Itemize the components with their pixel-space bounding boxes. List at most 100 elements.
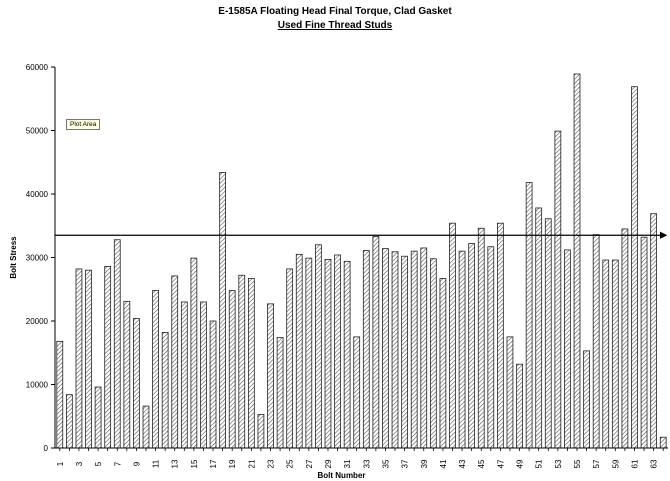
- y-tick-label: 40000: [26, 190, 49, 199]
- bar-bolt-62: [640, 236, 648, 449]
- bar-bolt-3: [75, 268, 83, 449]
- bar-bolt-43: [458, 250, 466, 449]
- bar-bolt-42: [449, 222, 456, 449]
- x-tick-label: 29: [324, 459, 333, 468]
- bar-bolt-48: [506, 336, 514, 449]
- bar-bolt-52: [544, 218, 552, 449]
- bar-bolt-20: [238, 274, 246, 449]
- bar-bolt-55: [573, 73, 581, 449]
- x-tick-label: 61: [630, 459, 639, 468]
- bar-bolt-5: [94, 386, 102, 449]
- bar-bolt-58: [602, 259, 610, 449]
- x-tick-label: 63: [650, 459, 659, 468]
- y-tick-label: 0: [44, 444, 49, 453]
- bar-bolt-37: [401, 255, 408, 449]
- bar-bolt-45: [477, 227, 485, 449]
- x-tick-label: 47: [496, 459, 505, 468]
- y-axis-title: Bolt Stress: [9, 236, 18, 279]
- x-tick-label: 13: [171, 459, 180, 468]
- bar-bolt-61: [631, 86, 638, 449]
- bar-bolt-21: [247, 278, 255, 449]
- x-tick-label: 21: [247, 459, 256, 468]
- bar-bolt-31: [343, 260, 351, 449]
- bar-bolt-33: [362, 250, 370, 449]
- x-tick-label: 5: [94, 461, 103, 466]
- bar-bolt-51: [535, 207, 543, 449]
- bar-bolt-47: [497, 222, 504, 449]
- bar-bolt-6: [104, 265, 112, 449]
- bar-bolt-46: [487, 246, 495, 449]
- bar-bolt-16: [200, 301, 207, 449]
- x-tick-label: 49: [516, 459, 525, 468]
- bar-bolt-50: [525, 182, 533, 449]
- bar-bolt-59: [611, 259, 619, 449]
- x-tick-label: 51: [535, 459, 544, 468]
- x-axis-title: Bolt Number: [318, 471, 366, 480]
- bar-bolt-28: [315, 244, 322, 449]
- plot-area-annotation: Plot Area: [66, 119, 101, 130]
- x-tick-label: 9: [132, 461, 141, 466]
- y-tick-label: 60000: [26, 63, 49, 72]
- bar-bolt-11: [152, 290, 159, 449]
- x-tick-label: 7: [113, 461, 122, 466]
- bar-bolt-26: [295, 253, 303, 449]
- bar-bolt-35: [382, 248, 389, 449]
- bar-bolt-10: [142, 405, 150, 449]
- y-tick-label: 30000: [26, 254, 49, 263]
- x-tick-label: 11: [152, 459, 161, 468]
- bar-bolt-7: [113, 239, 121, 449]
- x-tick-label: 1: [56, 461, 65, 466]
- bar-bolt-27: [305, 257, 313, 449]
- bar-bolt-44: [468, 243, 476, 449]
- bar-bolt-8: [123, 300, 131, 449]
- chart-subtitle: Used Fine Thread Studs: [277, 20, 393, 31]
- bar-bolt-12: [161, 332, 169, 449]
- bar-bolt-4: [85, 269, 92, 449]
- bar-bolt-2: [66, 394, 73, 449]
- y-tick-label: 50000: [26, 127, 49, 136]
- x-tick-label: 15: [190, 459, 199, 468]
- bar-bolt-23: [267, 303, 274, 449]
- bar-bolt-57: [592, 234, 600, 449]
- y-tick-label: 20000: [26, 317, 49, 326]
- bar-bolt-63: [650, 213, 657, 449]
- x-tick-label: 19: [228, 459, 237, 468]
- x-tick-label: 17: [209, 459, 218, 468]
- y-tick-label: 10000: [26, 381, 49, 390]
- axis-labels-group: Bolt Number Bolt Stress: [9, 236, 366, 480]
- bar-bolt-40: [429, 258, 437, 449]
- x-tick-label: 41: [439, 459, 448, 468]
- x-tick-label: 39: [420, 459, 429, 468]
- x-tick-label: 57: [592, 459, 601, 468]
- x-tick-label: 25: [286, 459, 295, 468]
- bar-bolt-49: [516, 363, 523, 449]
- bar-bolt-14: [180, 301, 188, 449]
- bar-bolt-34: [372, 236, 380, 449]
- bar-bolt-56: [583, 350, 590, 449]
- x-tick-label: 33: [362, 459, 371, 468]
- x-tick-label: 53: [554, 459, 563, 468]
- bar-bolt-54: [564, 249, 571, 449]
- x-tick-label: 45: [477, 459, 486, 468]
- bar-bolt-53: [554, 130, 562, 449]
- bar-bolt-18: [219, 172, 226, 449]
- x-tick-label: 35: [381, 459, 390, 468]
- bar-bolt-9: [133, 318, 140, 449]
- x-tick-label: 31: [343, 459, 352, 468]
- bars-group: [56, 73, 667, 449]
- bar-bolt-41: [439, 278, 447, 449]
- bar-bolt-19: [228, 290, 236, 449]
- bar-bolt-39: [420, 247, 428, 449]
- bar-bolt-29: [324, 258, 332, 449]
- bar-bolt-60: [621, 228, 629, 449]
- x-tick-label: 37: [401, 459, 410, 468]
- bar-bolt-22: [257, 413, 265, 449]
- bar-bolt-13: [171, 275, 179, 449]
- bar-bolt-17: [209, 320, 217, 449]
- chart-title: E-1585A Floating Head Final Torque, Clad…: [218, 6, 452, 17]
- bar-bolt-32: [353, 336, 361, 449]
- bar-bolt-25: [286, 268, 294, 449]
- x-tick-label: 27: [305, 459, 314, 468]
